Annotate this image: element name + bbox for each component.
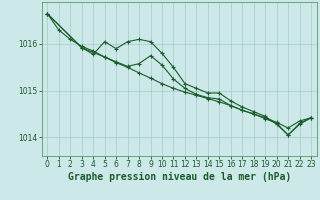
X-axis label: Graphe pression niveau de la mer (hPa): Graphe pression niveau de la mer (hPa) — [68, 172, 291, 182]
